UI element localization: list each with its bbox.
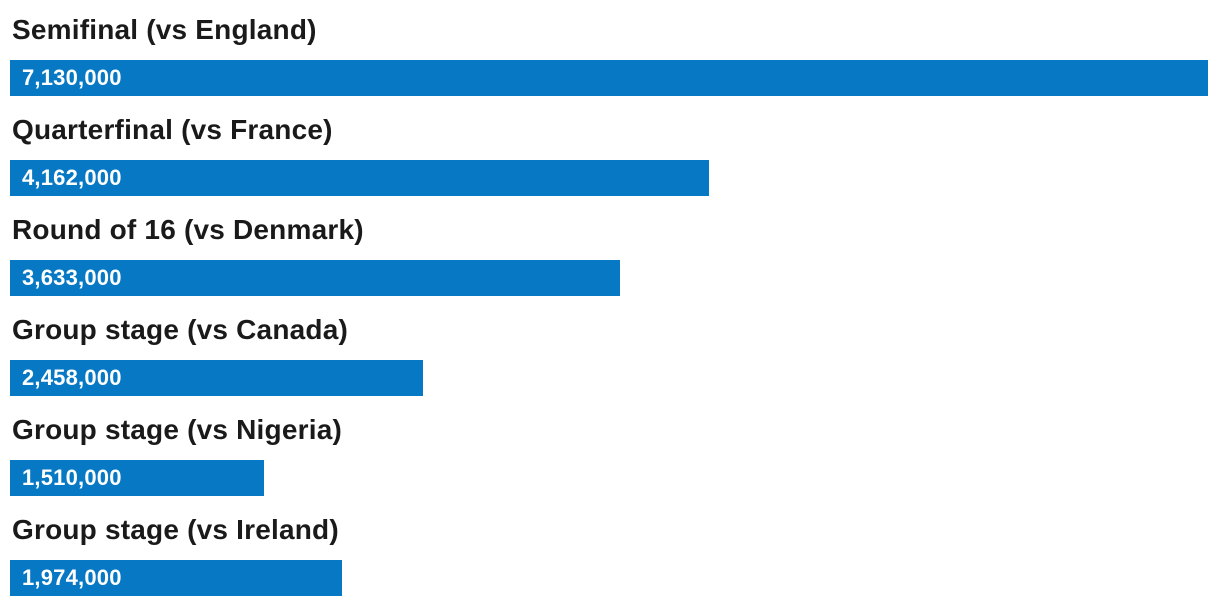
bar: 3,633,000 (10, 260, 621, 296)
chart-row: Semifinal (vs England) 7,130,000 (10, 0, 1208, 100)
category-label: Round of 16 (vs Denmark) (12, 214, 364, 245)
bar: 2,458,000 (10, 360, 423, 396)
bar: 1,974,000 (10, 560, 342, 596)
category-label: Quarterfinal (vs France) (12, 114, 333, 145)
chart-row: Group stage (vs Nigeria) 1,510,000 (10, 400, 1208, 500)
category-label: Group stage (vs Nigeria) (12, 414, 342, 445)
bar: 4,162,000 (10, 160, 710, 196)
chart-row: Round of 16 (vs Denmark) 3,633,000 (10, 200, 1208, 300)
bar-value-label: 1,510,000 (22, 465, 122, 490)
bar-value-label: 3,633,000 (22, 265, 122, 290)
bar: 1,510,000 (10, 460, 264, 496)
bar-value-label: 2,458,000 (22, 365, 122, 390)
category-label: Group stage (vs Canada) (12, 314, 349, 345)
category-label: Semifinal (vs England) (12, 14, 317, 45)
bar: 7,130,000 (10, 60, 1208, 96)
category-label: Group stage (vs Ireland) (12, 514, 339, 545)
chart-row: Quarterfinal (vs France) 4,162,000 (10, 100, 1208, 200)
chart-row: Group stage (vs Canada) 2,458,000 (10, 300, 1208, 400)
chart-row: Group stage (vs Ireland) 1,974,000 (10, 500, 1208, 600)
bar-value-label: 1,974,000 (22, 565, 122, 590)
bar-value-label: 7,130,000 (22, 65, 122, 90)
bar-value-label: 4,162,000 (22, 165, 122, 190)
